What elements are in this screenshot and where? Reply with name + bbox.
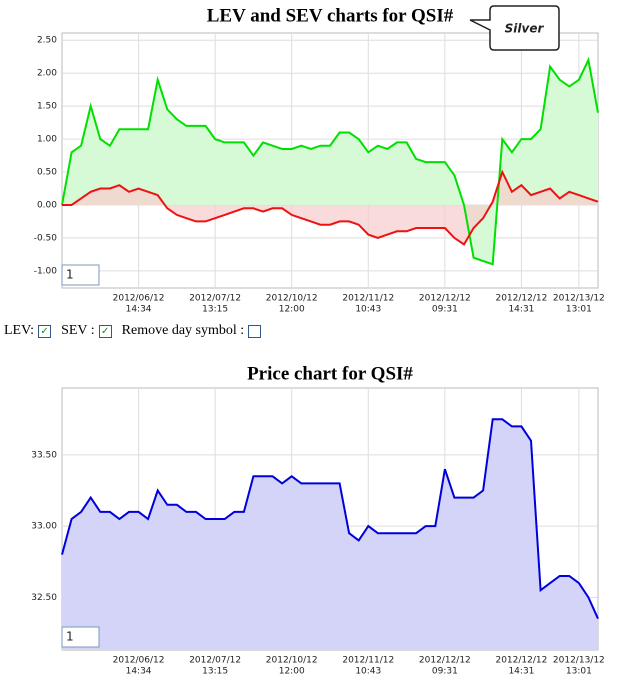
x-tick-time: 14:31 (508, 667, 534, 677)
controls: LEV: ✓ SEV : ✓ Remove day symbol : (4, 323, 267, 339)
y-tick-label: 1.50 (37, 102, 57, 112)
x-tick-date: 2012/13/12 (553, 656, 605, 666)
x-tick-date: 2012/06/12 (113, 294, 165, 304)
x-tick-date: 2012/11/12 (342, 656, 394, 666)
x-tick-time: 10:43 (355, 667, 381, 677)
y-tick-label: 1.00 (37, 135, 57, 145)
x-tick-date: 2012/10/12 (266, 294, 318, 304)
callout (469, 5, 560, 51)
x-tick-date: 2012/13/12 (553, 294, 605, 304)
y-tick-label: -1.00 (34, 266, 58, 276)
sev-checkbox[interactable]: ✓ (98, 324, 112, 338)
chart-title: Price chart for QSI# (247, 363, 413, 384)
x-tick-time: 13:15 (202, 667, 228, 677)
line (61, 418, 599, 620)
x-tick-date: 2012/06/12 (113, 656, 165, 666)
x-tick-time: 12:00 (279, 667, 305, 677)
price-chart: Price chart for QSI# 32.50 33.00 33.50 2012/… (31, 363, 605, 677)
y-tick-label: 33.00 (31, 522, 57, 532)
input-box[interactable] (61, 264, 100, 286)
area (62, 60, 598, 265)
line (62, 169, 599, 246)
area (62, 172, 598, 245)
x-tick-time: 10:43 (355, 305, 381, 315)
x-tick-date: 2012/11/12 (342, 294, 394, 304)
y-tick-label: 0.00 (37, 200, 57, 210)
input-value: 1 (66, 630, 74, 644)
x-tick-time: 09:31 (432, 305, 458, 315)
x-tick-date: 2012/12/12 (419, 656, 471, 666)
x-tick-date: 2012/07/12 (189, 656, 241, 666)
x-tick-time: 12:00 (279, 305, 305, 315)
sev-label: SEV : (61, 323, 95, 338)
y-tick-label: 2.00 (37, 69, 57, 79)
x-tick-time: 14:34 (126, 667, 152, 677)
x-tick-time: 09:31 (432, 667, 458, 677)
y-tick-label: 0.50 (37, 168, 57, 178)
y-tick-label: 2.50 (37, 36, 57, 46)
y-tick-label: 32.50 (31, 593, 57, 603)
x-tick-time: 13:01 (566, 667, 592, 677)
x-tick-time: 13:01 (566, 305, 592, 315)
area (62, 419, 598, 650)
input-value: 1 (66, 268, 74, 282)
x-tick-date: 2012/12/12 (419, 294, 471, 304)
chart-title: LEV and SEV charts for QSI# (207, 5, 454, 26)
input-box[interactable] (61, 626, 100, 648)
x-tick-date: 2012/07/12 (189, 294, 241, 304)
lev-checkbox[interactable]: ✓ (38, 324, 52, 338)
x-tick-date: 2012/12/12 (495, 656, 547, 666)
y-tick-label: -0.50 (34, 233, 58, 243)
callout-text: Silver (505, 22, 545, 36)
x-tick-time: 13:15 (202, 305, 228, 315)
line (61, 56, 599, 266)
x-tick-time: 14:34 (126, 305, 152, 315)
lev-sev-chart: LEV and SEV charts for QSI# -1.00 -0.50 0.0… (34, 5, 605, 315)
lev-label: LEV: (4, 323, 35, 338)
x-tick-date: 2012/12/12 (495, 294, 547, 304)
remove-checkbox[interactable] (248, 324, 262, 338)
x-tick-date: 2012/10/12 (266, 656, 318, 666)
x-tick-time: 14:31 (508, 305, 534, 315)
y-tick-label: 33.50 (31, 450, 57, 460)
remove-label: Remove day symbol : (121, 323, 245, 338)
